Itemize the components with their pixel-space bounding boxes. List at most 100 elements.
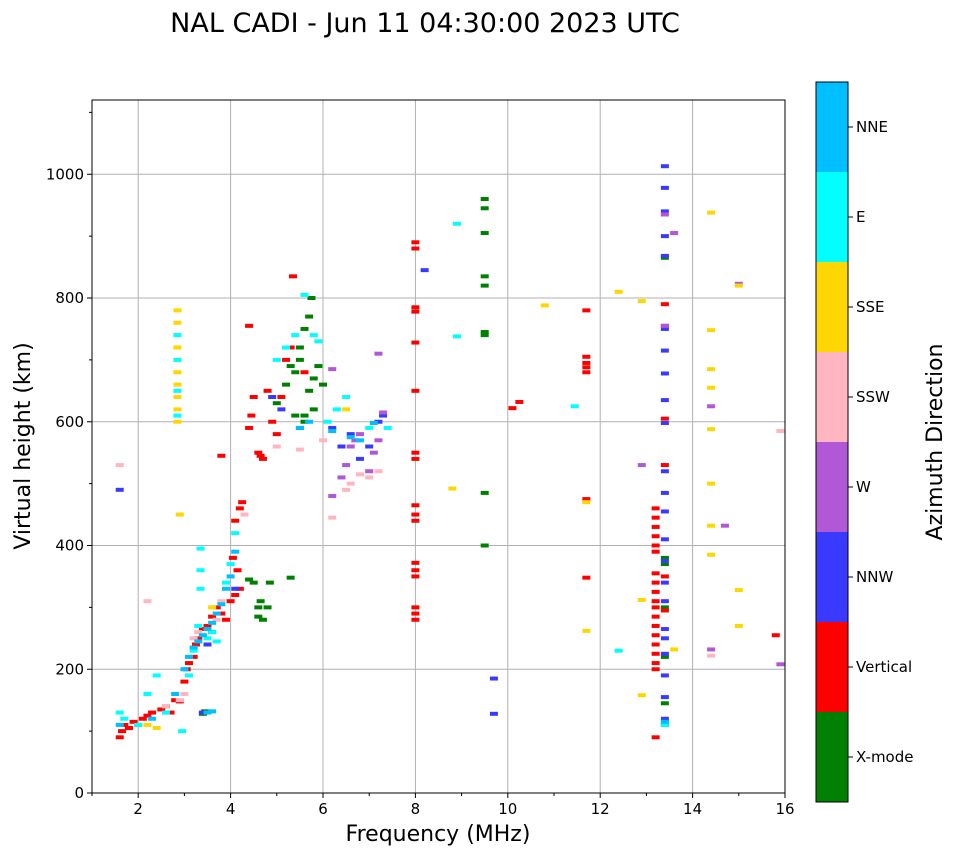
data-point-e — [173, 333, 182, 338]
data-point-e — [660, 722, 669, 727]
x-tick-label: 14 — [683, 800, 702, 818]
data-point-vertical — [651, 735, 660, 740]
colorbar-tick-label: NNE — [856, 118, 888, 136]
data-point-x-mode — [480, 330, 489, 335]
data-point-vertical — [582, 365, 591, 370]
data-point-x-mode — [286, 575, 295, 580]
data-point-e — [570, 404, 579, 409]
data-point-vertical — [411, 574, 420, 579]
data-point-nnw — [660, 558, 669, 563]
data-point-nnw — [660, 326, 669, 331]
data-point-vertical — [143, 713, 152, 718]
data-point-x-mode — [660, 555, 669, 560]
data-point-nnw — [660, 164, 669, 169]
data-point-sse — [173, 345, 182, 350]
y-axis: 0 200 400 600 800 1000 — [46, 111, 92, 802]
data-point-e — [614, 648, 623, 653]
data-point-vertical — [651, 580, 660, 585]
data-point-nne — [660, 719, 669, 724]
data-point-w — [637, 463, 646, 468]
data-point-vertical — [411, 450, 420, 455]
data-point-nne — [295, 425, 304, 430]
data-point-sse — [448, 486, 457, 491]
data-point-vertical — [247, 413, 256, 418]
data-point-w — [328, 494, 337, 498]
y-tick-label: 800 — [55, 289, 84, 307]
data-point-ssw — [319, 438, 327, 443]
data-point-nne — [198, 633, 207, 638]
data-point-x-mode — [286, 364, 295, 369]
data-point-sse — [208, 605, 217, 610]
data-point-nnw — [346, 432, 355, 437]
data-point-vertical — [263, 388, 272, 393]
data-point-e — [152, 673, 161, 678]
data-point-vertical — [217, 453, 226, 458]
data-point-vertical — [651, 661, 660, 666]
data-point-vertical — [129, 719, 138, 724]
data-point-ssw — [295, 447, 304, 452]
data-point-e — [196, 568, 205, 573]
data-point-e — [203, 636, 212, 641]
data-point-w — [707, 404, 716, 409]
data-point-e — [452, 334, 461, 339]
data-point-vertical — [249, 395, 258, 399]
gridlines — [92, 100, 786, 794]
data-point-vertical — [660, 463, 669, 468]
data-point-vertical — [272, 432, 281, 437]
data-point-sse — [707, 210, 716, 215]
data-point-nnw — [660, 209, 669, 214]
data-point-vertical — [582, 360, 591, 365]
data-point-vertical — [411, 568, 420, 573]
data-point-e — [196, 586, 205, 591]
colorbar-frame — [815, 81, 849, 803]
data-point-vertical — [189, 654, 198, 659]
y-tick-label: 0 — [74, 784, 84, 802]
data-point-nne — [369, 420, 378, 425]
data-point-x-mode — [660, 701, 669, 706]
x-tick-label: 2 — [133, 800, 143, 818]
data-point-vertical — [231, 593, 240, 597]
data-point-vertical — [411, 388, 420, 393]
data-point-vertical — [411, 246, 420, 251]
data-point-vertical — [411, 309, 420, 314]
data-point-e — [173, 357, 182, 362]
data-point-x-mode — [309, 376, 318, 381]
data-point-sse — [734, 283, 743, 288]
data-point-sse — [173, 395, 182, 399]
data-point-vertical — [282, 357, 291, 362]
data-points — [115, 164, 785, 740]
colorbar-label: Azimuth Direction — [923, 343, 948, 540]
data-point-e — [365, 425, 374, 430]
y-axis-label: Virtual height (km) — [11, 342, 36, 549]
data-point-nnw — [489, 711, 498, 716]
data-point-x-mode — [295, 357, 304, 362]
data-point-vertical — [582, 497, 591, 502]
data-point-x-mode — [480, 333, 489, 338]
data-point-sse — [637, 597, 646, 602]
data-point-nnw — [198, 710, 207, 715]
data-point-ssw — [707, 653, 716, 658]
data-point-vertical — [157, 707, 166, 712]
data-point-sse — [342, 407, 351, 412]
data-point-sse — [707, 481, 716, 486]
data-point-nnw — [660, 695, 669, 700]
data-point-ssw — [175, 698, 184, 703]
data-point-nnw — [231, 586, 240, 591]
data-point-vertical — [166, 710, 175, 715]
data-point-sse — [707, 523, 716, 528]
data-point-x-mode — [307, 296, 316, 300]
data-point-vertical — [238, 500, 247, 505]
data-point-nnw — [660, 627, 669, 632]
data-point-nne — [115, 722, 124, 727]
x-tick-label: 16 — [775, 800, 794, 818]
data-point-e — [115, 710, 124, 715]
data-point-vertical — [411, 560, 420, 565]
data-point-vertical — [651, 614, 660, 619]
data-point-vertical — [411, 512, 420, 517]
data-point-ssw — [143, 599, 152, 604]
data-point-w — [337, 475, 346, 480]
data-point-nnw — [277, 407, 286, 412]
data-point-x-mode — [480, 206, 489, 211]
data-point-e — [342, 395, 351, 399]
data-point-sse — [173, 370, 182, 375]
